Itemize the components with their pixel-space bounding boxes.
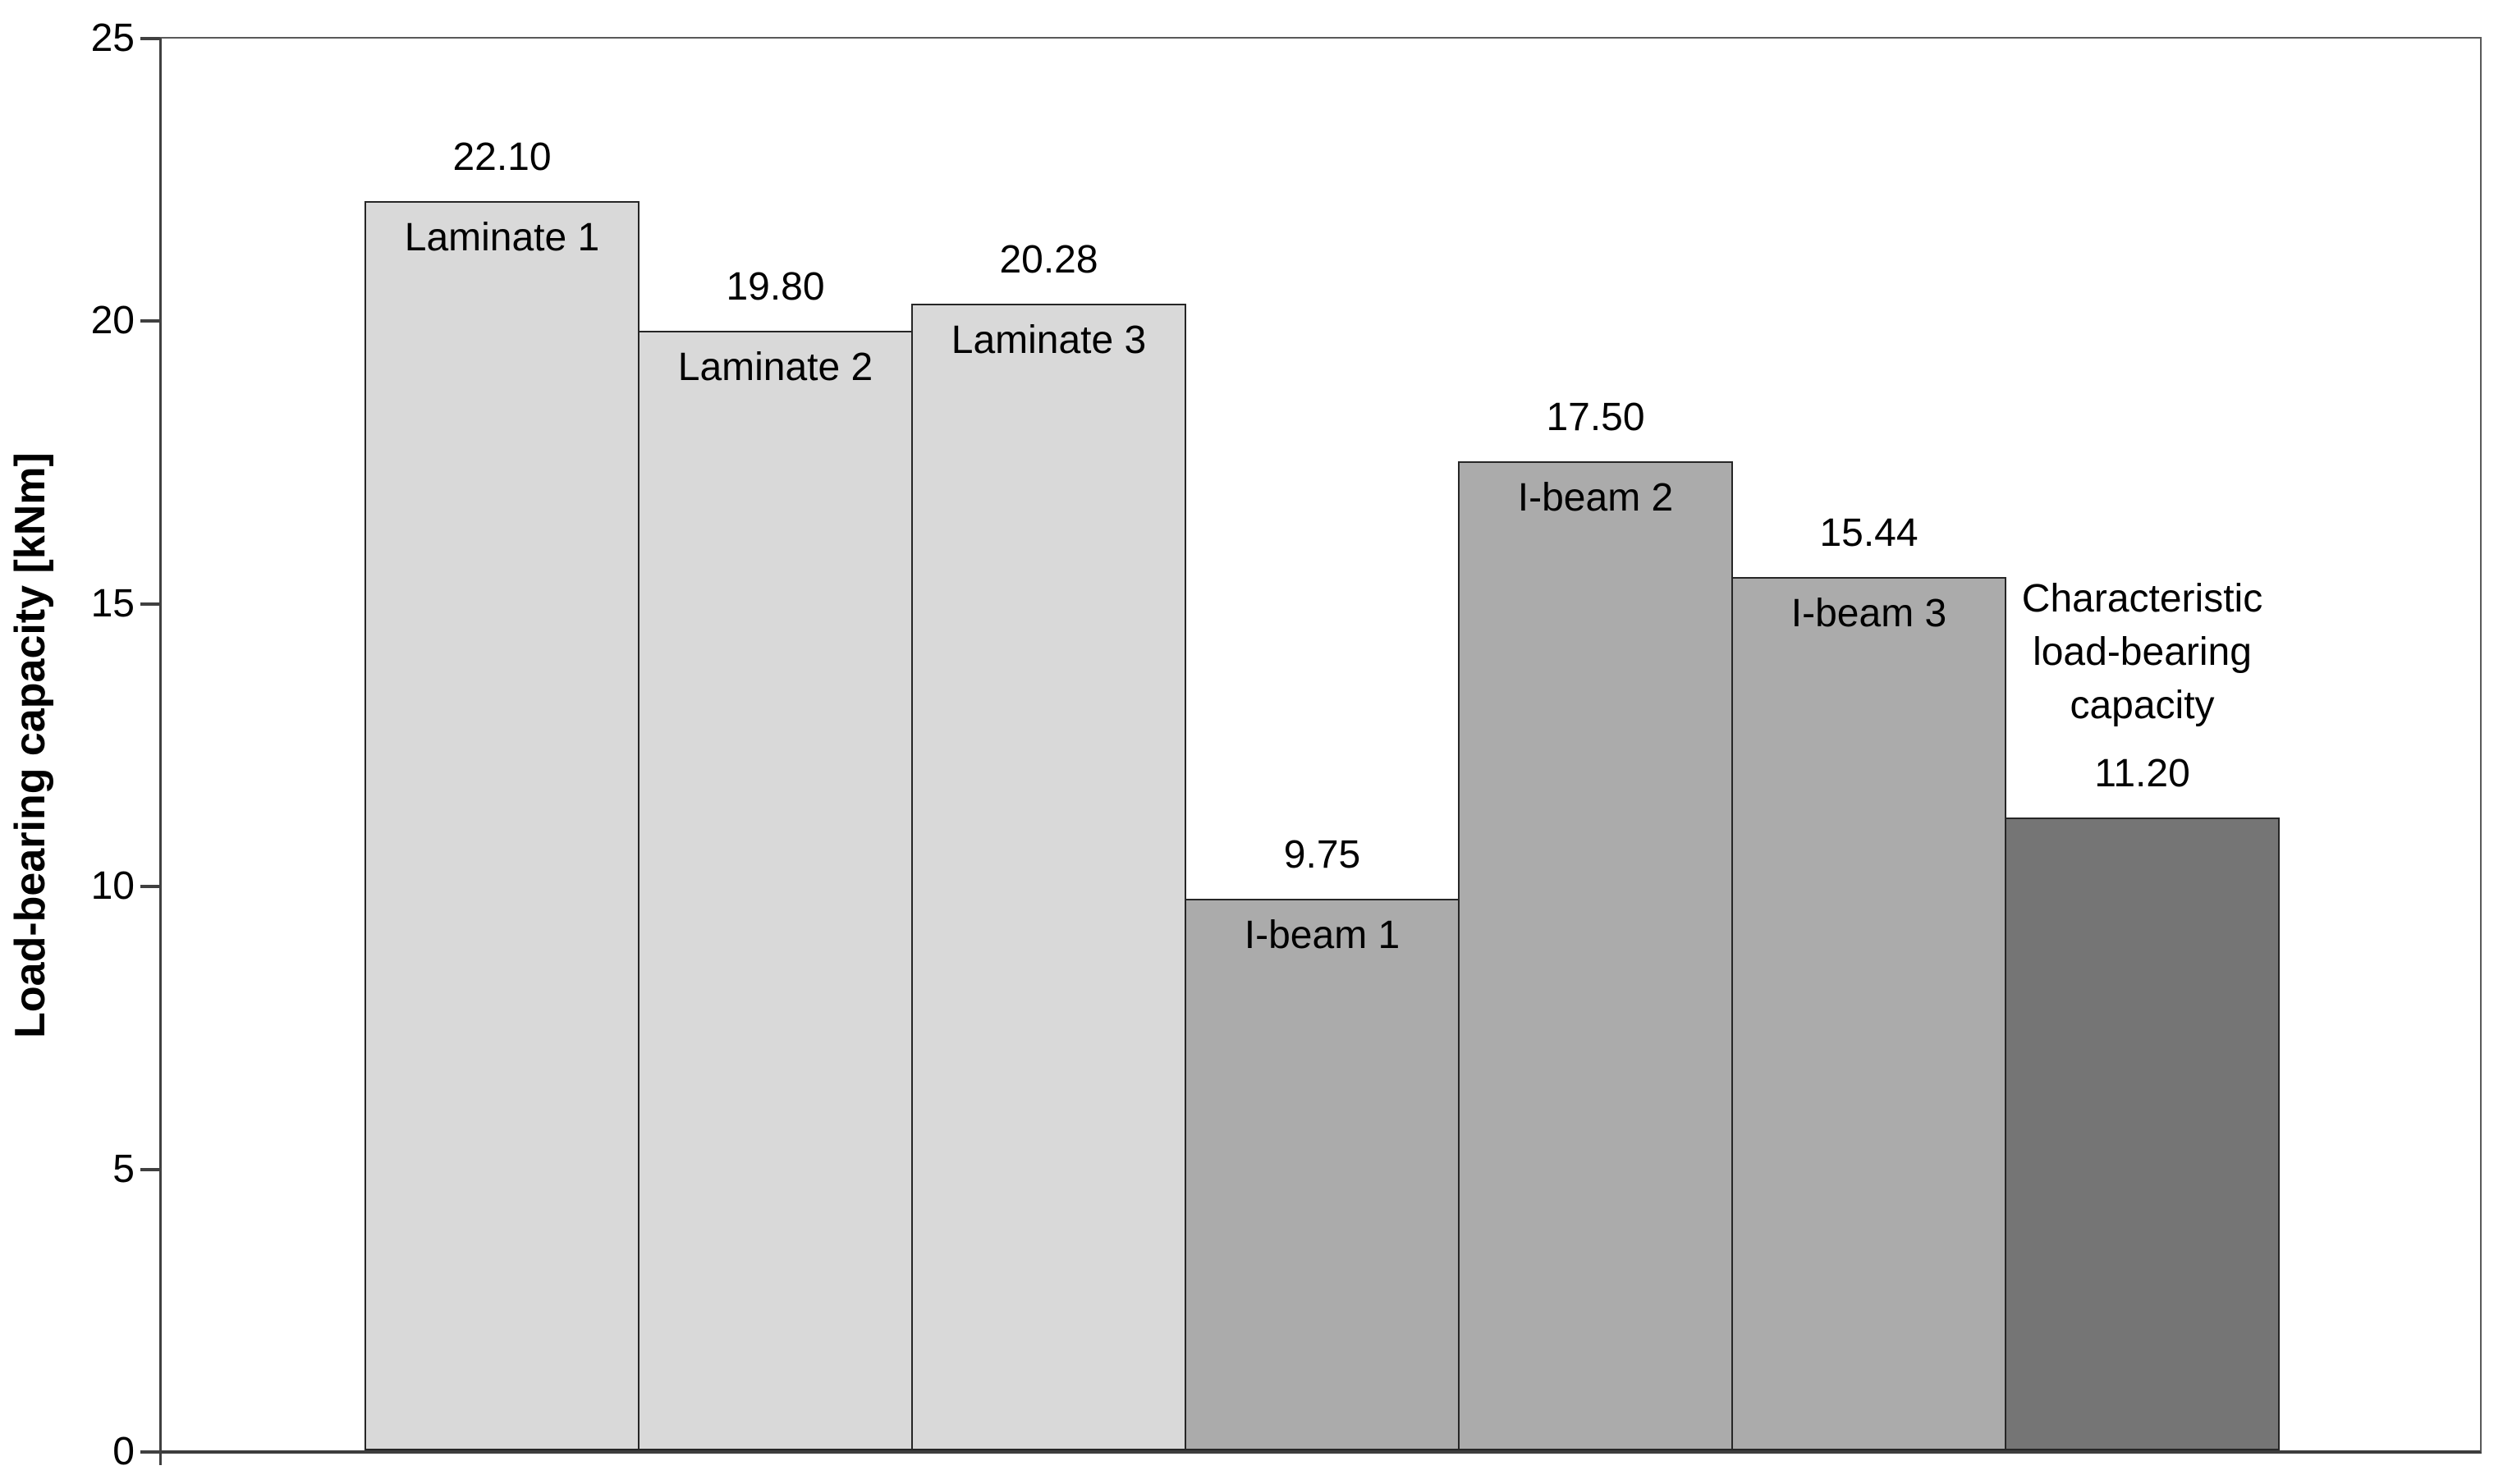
bar-i-beam-3: I-beam 3 (1731, 577, 2006, 1450)
bar-value-label: 19.80 (726, 265, 825, 309)
bar-laminate-3: Laminate 3 (911, 304, 1186, 1450)
y-tick-label-5: 5 (112, 1147, 135, 1191)
bar-laminate-2: Laminate 2 (638, 331, 913, 1450)
bar-category-label: Laminate 1 (404, 216, 600, 259)
bar-laminate-1: Laminate 1 (364, 201, 640, 1450)
y-tick-label-0: 0 (112, 1430, 135, 1473)
plot-inner: 22.10 Laminate 1 19.80 Laminate 2 20.28 Lamin… (162, 39, 2480, 1450)
y-tick-label-20: 20 (90, 299, 135, 343)
bar-category-label: Laminate 2 (677, 346, 873, 389)
bar-i-beam-1: I-beam 1 (1185, 899, 1460, 1450)
y-tick-mark-25 (140, 37, 160, 40)
bar-value-label: 20.28 (999, 238, 1098, 282)
bar-i-beam-2: I-beam 2 (1458, 461, 1733, 1450)
bar-value-label: 9.75 (1283, 833, 1361, 877)
bar-category-label: I-beam 1 (1244, 914, 1400, 957)
y-axis-title: Load-bearing capacity [kNm] (7, 452, 54, 1038)
bar-category-label-above: Characteristic load-bearing capacity (2021, 577, 2263, 727)
bar-value-label: 15.44 (1819, 511, 1919, 555)
y-tick-label-15: 15 (90, 581, 135, 625)
bar-characteristic-load-bearing-capacity (2005, 818, 2280, 1450)
bar-category-label: I-beam 2 (1517, 476, 1674, 520)
bar-category-label: I-beam 3 (1790, 592, 1947, 635)
bar-value-label: 11.20 (2094, 752, 2190, 795)
y-tick-label-25: 25 (90, 16, 135, 60)
origin-tick-mark (159, 1454, 162, 1465)
bar-value-label: 17.50 (1546, 396, 1645, 439)
y-axis-title-container: Load-bearing capacity [kNm] (3, 37, 57, 1454)
y-tick-label-10: 10 (90, 864, 135, 909)
bar-value-label: 22.10 (452, 135, 552, 179)
y-tick-mark-10 (140, 885, 160, 889)
y-tick-mark-20 (140, 319, 160, 323)
bar-category-label: Laminate 3 (951, 318, 1147, 362)
y-tick-mark-5 (140, 1167, 160, 1171)
plot-area: 22.10 Laminate 1 19.80 Laminate 2 20.28 Lamin… (159, 37, 2482, 1454)
y-tick-mark-15 (140, 602, 160, 606)
y-tick-mark-0 (140, 1450, 160, 1454)
